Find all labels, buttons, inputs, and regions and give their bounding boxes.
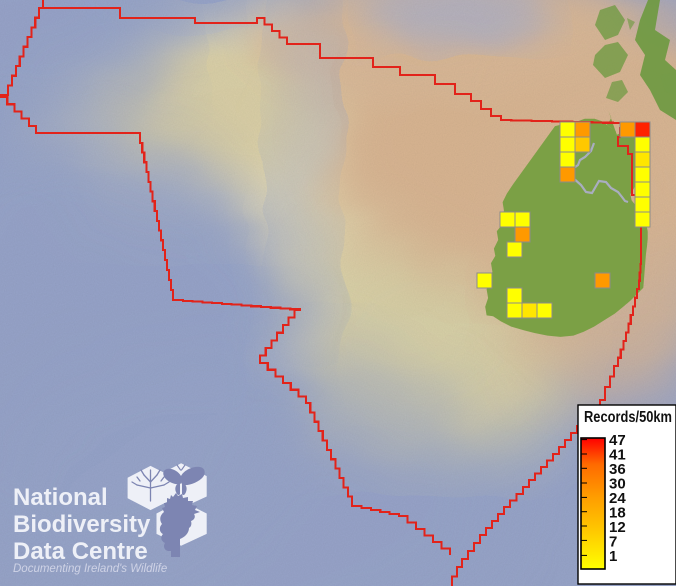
svg-text:Biodiversity: Biodiversity [13, 511, 151, 538]
svg-text:Data Centre: Data Centre [13, 538, 148, 565]
svg-text:National: National [13, 484, 108, 511]
svg-text:Records/50km: Records/50km [584, 409, 672, 426]
svg-text:Documenting Ireland's Wildlife: Documenting Ireland's Wildlife [13, 563, 167, 575]
svg-text:1: 1 [609, 548, 617, 565]
